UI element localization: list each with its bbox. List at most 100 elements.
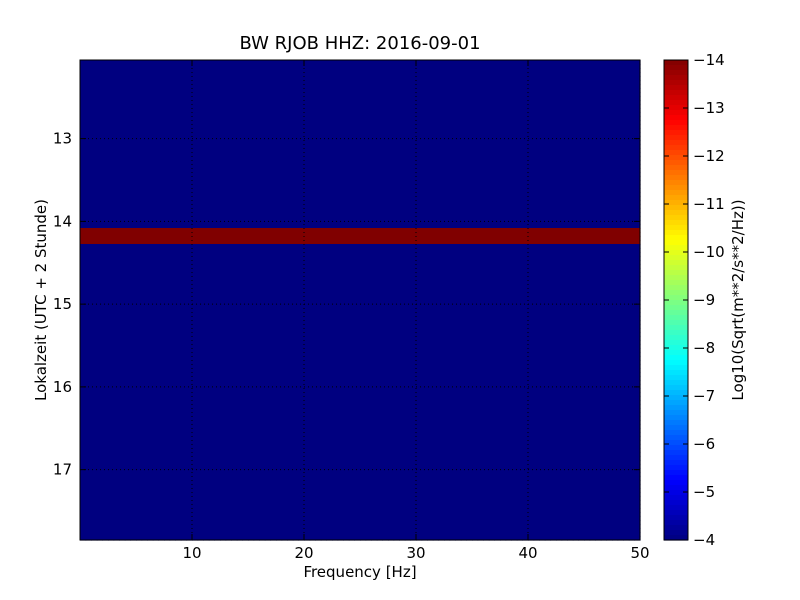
heatmap-cell [505,220,512,225]
heatmap-cell [108,140,115,145]
heatmap-cell [130,224,137,229]
heatmap-cell [421,224,428,229]
heatmap-cell [326,108,333,113]
heatmap-cell [556,240,563,245]
heatmap-cell [102,88,109,93]
heatmap-cell [600,92,607,97]
heatmap-cell [494,80,501,85]
heatmap-cell [371,164,378,169]
heatmap-cell [287,256,294,261]
heatmap-cell [432,224,439,229]
heatmap-cell [544,180,551,185]
heatmap-cell [264,172,271,177]
heatmap-cell [595,212,602,217]
heatmap-cell [578,136,585,141]
heatmap-cell [141,176,148,181]
heatmap-cell [102,232,109,237]
heatmap-cell [320,200,327,205]
heatmap-cell [472,100,479,105]
heatmap-cell [438,204,445,209]
heatmap-cell [416,244,423,249]
heatmap-cell [477,204,484,209]
heatmap-cell [248,104,255,109]
heatmap-cell [634,172,641,177]
heatmap-cell [612,236,619,241]
heatmap-cell [85,168,92,173]
heatmap-cell [477,88,484,93]
heatmap-cell [606,64,613,69]
heatmap-cell [276,80,283,85]
heatmap-cell [197,244,204,249]
heatmap-cell [584,236,591,241]
heatmap-cell [404,76,411,81]
heatmap-cell [80,220,87,225]
heatmap-cell [466,120,473,125]
heatmap-cell [606,164,613,169]
heatmap-cell [600,232,607,237]
heatmap-cell [259,168,266,173]
heatmap-cell [276,168,283,173]
heatmap-cell [393,176,400,181]
heatmap-cell [197,168,204,173]
heatmap-cell [556,256,563,261]
heatmap-cell [612,60,619,65]
heatmap-cell [298,80,305,85]
heatmap-cell [264,120,271,125]
heatmap-cell [259,244,266,249]
heatmap-cell [494,148,501,153]
heatmap-cell [528,252,535,257]
heatmap-cell [438,160,445,165]
heatmap-cell [477,96,484,101]
heatmap-cell [606,188,613,193]
heatmap-cell [264,144,271,149]
heatmap-cell [326,212,333,217]
heatmap-cell [248,80,255,85]
heatmap-cell [343,64,350,69]
heatmap-cell [477,232,484,237]
heatmap-cell [124,160,131,165]
heatmap-cell [287,80,294,85]
heatmap-cell [617,216,624,221]
heatmap-cell [606,72,613,77]
heatmap-cell [214,208,221,213]
heatmap-cell [96,164,103,169]
heatmap-cell [152,172,159,177]
heatmap-cell [259,80,266,85]
heatmap-cell [225,232,232,237]
heatmap-cell [332,88,339,93]
heatmap-cell [259,192,266,197]
heatmap-cell [119,176,126,181]
heatmap-cell [337,244,344,249]
heatmap-cell [96,68,103,73]
heatmap-cell [539,112,546,117]
heatmap-cell [253,176,260,181]
heatmap-cell [449,200,456,205]
heatmap-cell [96,200,103,205]
heatmap-cell [572,136,579,141]
heatmap-cell [231,108,238,113]
heatmap-cell [108,132,115,137]
heatmap-cell [80,216,87,221]
heatmap-cell [421,256,428,261]
heatmap-cell [180,100,187,105]
heatmap-cell [516,140,523,145]
heatmap-cell [320,76,327,81]
heatmap-cell [410,236,417,241]
heatmap-cell [472,164,479,169]
heatmap-cell [634,84,641,89]
heatmap-cell [169,180,176,185]
heatmap-cell [130,228,137,233]
heatmap-cell [623,208,630,213]
heatmap-cell [617,124,624,129]
heatmap-cell [264,148,271,153]
heatmap-cell [343,216,350,221]
heatmap-cell [225,160,232,165]
heatmap-cell [197,232,204,237]
heatmap-cell [348,180,355,185]
heatmap-cell [147,84,154,89]
heatmap-cell [287,104,294,109]
heatmap-cell [578,256,585,261]
heatmap-cell [511,124,518,129]
heatmap-cell [483,80,490,85]
heatmap-cell [242,232,249,237]
